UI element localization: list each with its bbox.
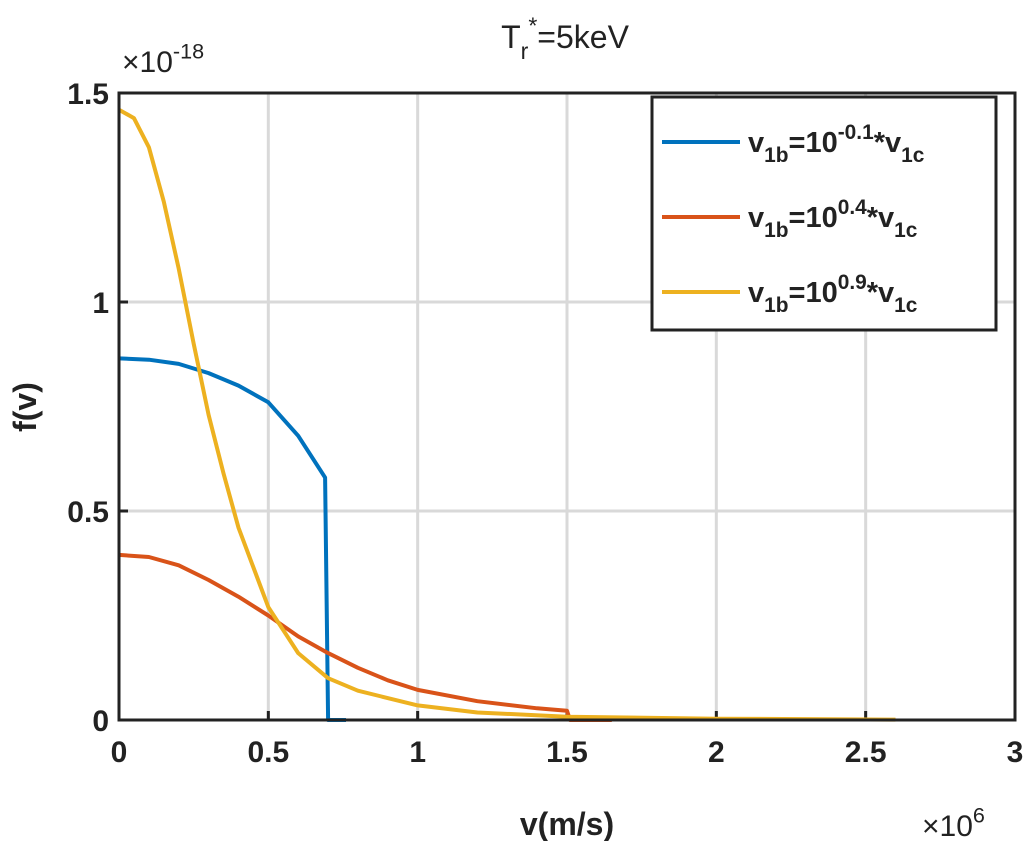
legend-label-part: *v <box>867 202 894 234</box>
y-tick-label: 1 <box>92 287 109 320</box>
chart-title-part: * <box>528 13 537 39</box>
x-tick-label: 1.5 <box>546 736 588 769</box>
x-multiplier-part: 6 <box>973 803 985 828</box>
x-tick-label: 1 <box>409 736 426 769</box>
x-tick-label: 0.5 <box>247 736 289 769</box>
series-line <box>118 552 612 722</box>
legend-label-part: 1b <box>764 294 788 317</box>
legend-label-part: v <box>748 277 764 309</box>
legend-label: v1b=100.9*v1c <box>748 271 917 317</box>
legend-label-part: 1c <box>894 219 917 242</box>
x-axis-label: v(m/s) <box>520 806 614 841</box>
y-multiplier: ×10-18 <box>122 39 204 80</box>
chart-title-part: r <box>521 38 529 64</box>
legend-label-part: -0.1 <box>838 121 874 144</box>
legend-label-part: v <box>748 202 764 234</box>
legend-label-part: =10 <box>789 202 838 234</box>
series-line <box>118 107 896 722</box>
legend-label-part: 0.4 <box>838 196 867 219</box>
y-multiplier-part: -18 <box>173 39 204 64</box>
chart-title-part: T <box>501 19 521 55</box>
y-tick-label: 0 <box>92 705 109 738</box>
chart-title-part: =5keV <box>537 19 629 55</box>
y-tick-label: 1.5 <box>67 78 109 111</box>
legend-label: v1b=10-0.1*v1c <box>748 121 924 167</box>
x-tick-label: 3 <box>1007 736 1024 769</box>
legend-label-part: *v <box>874 127 901 159</box>
legend-label-part: 1c <box>901 144 924 167</box>
legend-label-part: 1b <box>764 144 788 167</box>
legend-label-part: 0.9 <box>838 271 867 294</box>
x-tick-label: 2 <box>708 736 725 769</box>
legend-label-part: =10 <box>789 127 838 159</box>
chart-title: Tr*=5keV <box>501 13 629 65</box>
axes-box <box>117 91 1017 722</box>
y-tick-label: 0.5 <box>67 496 109 529</box>
x-tick-label: 0 <box>111 736 128 769</box>
legend-label-part: 1c <box>894 294 917 317</box>
legend-label-part: *v <box>867 277 894 309</box>
y-axis-label: f(v) <box>7 382 43 432</box>
legend-label-part: v <box>748 127 764 159</box>
x-tick-label: 2.5 <box>845 736 887 769</box>
legend-label: v1b=100.4*v1c <box>748 196 917 242</box>
legend-label-part: =10 <box>789 277 838 309</box>
series-line <box>118 356 346 722</box>
legend-label-part: 1b <box>764 219 788 242</box>
y-multiplier-part: ×10 <box>122 46 173 79</box>
x-multiplier: ×106 <box>922 803 985 841</box>
x-multiplier-part: ×10 <box>922 810 973 841</box>
